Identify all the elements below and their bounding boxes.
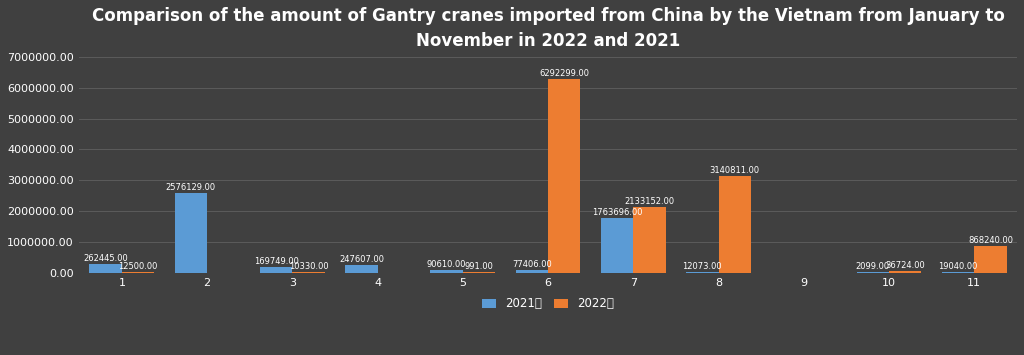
Text: 169749.00: 169749.00 — [254, 257, 299, 266]
Bar — [601, 218, 633, 273]
Bar — [430, 270, 463, 273]
Bar — [889, 271, 922, 273]
Text: 2576129.00: 2576129.00 — [166, 183, 216, 192]
Title: Comparison of the amount of Gantry cranes imported from China by the Vietnam fro: Comparison of the amount of Gantry crane… — [91, 7, 1005, 50]
Text: 77406.00: 77406.00 — [512, 260, 552, 269]
Bar — [175, 193, 207, 273]
Text: 868240.00: 868240.00 — [968, 236, 1013, 245]
Text: 1763696.00: 1763696.00 — [592, 208, 642, 217]
Bar — [548, 79, 581, 273]
Bar — [942, 272, 974, 273]
Bar — [122, 272, 155, 273]
Text: 262445.00: 262445.00 — [83, 254, 128, 263]
Text: 36724.00: 36724.00 — [886, 261, 925, 270]
Bar — [89, 264, 122, 273]
Text: 991.00: 991.00 — [465, 262, 494, 271]
Bar — [686, 272, 719, 273]
Bar — [516, 270, 548, 273]
Text: 2099.00: 2099.00 — [856, 262, 890, 271]
Text: 12500.00: 12500.00 — [119, 262, 158, 271]
Text: 6292299.00: 6292299.00 — [540, 69, 589, 78]
Bar — [974, 246, 1007, 273]
Bar — [260, 267, 293, 273]
Text: 12073.00: 12073.00 — [683, 262, 722, 271]
Legend: 2021年, 2022年: 2021年, 2022年 — [478, 294, 618, 314]
Text: 247607.00: 247607.00 — [339, 255, 384, 264]
Bar — [633, 207, 666, 273]
Text: 3140811.00: 3140811.00 — [710, 166, 760, 175]
Text: 2133152.00: 2133152.00 — [625, 197, 675, 206]
Bar — [719, 176, 751, 273]
Text: 90610.00: 90610.00 — [427, 260, 466, 268]
Text: 10330.00: 10330.00 — [289, 262, 329, 271]
Bar — [345, 265, 378, 273]
Text: 19040.00: 19040.00 — [938, 262, 978, 271]
